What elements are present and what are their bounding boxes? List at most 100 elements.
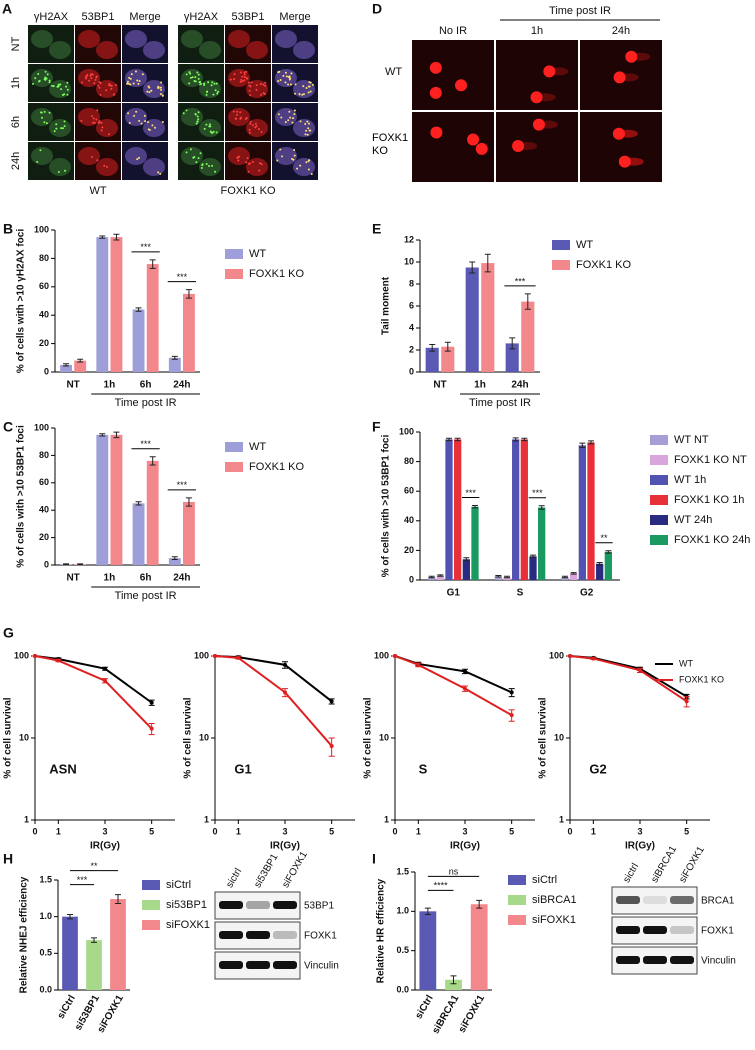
focus bbox=[288, 78, 291, 81]
x-tick-label: NT bbox=[66, 380, 79, 391]
blot-band bbox=[670, 926, 694, 934]
focus bbox=[154, 126, 157, 129]
focus bbox=[238, 155, 241, 158]
focus bbox=[112, 93, 115, 96]
y-tick-label: 20 bbox=[39, 338, 49, 348]
focus bbox=[291, 121, 294, 124]
blot-band bbox=[219, 901, 243, 909]
blot-band bbox=[246, 931, 270, 939]
y-tick-label: 0.0 bbox=[39, 984, 52, 994]
y-tick-label: 60 bbox=[404, 486, 414, 496]
focus bbox=[291, 157, 294, 160]
error-bar bbox=[590, 657, 597, 660]
focus bbox=[304, 123, 307, 126]
focus bbox=[205, 163, 208, 166]
focus bbox=[60, 88, 63, 91]
focus bbox=[280, 116, 283, 119]
significance-label: ** bbox=[600, 533, 608, 543]
focus bbox=[86, 73, 89, 76]
y-tick-label: 20 bbox=[404, 545, 414, 555]
focus bbox=[140, 122, 143, 125]
panel-label: C bbox=[3, 419, 13, 435]
y-tick-label: 20 bbox=[39, 532, 49, 542]
focus bbox=[293, 113, 296, 116]
focus bbox=[61, 93, 64, 96]
focus bbox=[279, 78, 282, 81]
comet-head bbox=[475, 142, 488, 155]
nucleus bbox=[31, 147, 53, 165]
focus bbox=[217, 90, 220, 93]
significance-label: *** bbox=[177, 480, 188, 490]
bar bbox=[445, 439, 453, 580]
y-tick-label: 10 bbox=[404, 256, 414, 266]
blot-band bbox=[273, 931, 297, 939]
bar bbox=[168, 357, 181, 372]
protein-label: FOXK1 bbox=[304, 931, 337, 942]
error-bar bbox=[135, 501, 142, 506]
error-bar bbox=[235, 656, 242, 660]
bar bbox=[168, 558, 181, 565]
blot-band bbox=[643, 926, 667, 934]
focus bbox=[93, 82, 96, 85]
error-bar bbox=[683, 696, 690, 708]
error-bar bbox=[63, 363, 70, 367]
focus bbox=[99, 82, 102, 85]
y-axis-title: % of cell survival bbox=[3, 697, 14, 778]
focus bbox=[249, 162, 252, 165]
focus bbox=[189, 76, 192, 79]
focus bbox=[247, 170, 250, 173]
nucleus bbox=[125, 30, 147, 48]
column-header: No IR bbox=[439, 25, 467, 37]
error-bar bbox=[444, 341, 451, 352]
y-tick-label: 1.5 bbox=[39, 874, 52, 884]
focus bbox=[250, 81, 253, 84]
x-tick-label: 1h bbox=[474, 380, 486, 391]
group-label: FOXK1 KO bbox=[220, 185, 275, 197]
focus bbox=[141, 73, 144, 76]
legend-swatch bbox=[552, 260, 570, 270]
focus bbox=[244, 118, 247, 121]
bar bbox=[587, 442, 595, 580]
error-bar bbox=[115, 894, 121, 904]
focus bbox=[182, 112, 185, 115]
bar bbox=[96, 237, 109, 372]
y-tick-label: 8 bbox=[409, 278, 414, 288]
error-bar bbox=[637, 667, 643, 673]
y-tick-label: 60 bbox=[39, 477, 49, 487]
focus bbox=[205, 91, 208, 94]
x-tick-label: 3 bbox=[637, 826, 642, 836]
legend-label: WT bbox=[679, 658, 693, 668]
bar bbox=[471, 506, 479, 580]
blot-band bbox=[246, 901, 270, 909]
nucleus bbox=[78, 108, 100, 126]
legend-swatch bbox=[650, 515, 668, 525]
survival-line bbox=[34, 655, 153, 730]
x-tick-label: G1 bbox=[447, 588, 461, 599]
error-bar bbox=[149, 259, 156, 269]
blot-band bbox=[219, 931, 243, 939]
focus bbox=[137, 82, 140, 85]
y-tick-label: 100 bbox=[34, 224, 49, 234]
focus bbox=[146, 90, 149, 93]
focus bbox=[105, 165, 108, 168]
significance-label: **** bbox=[434, 881, 449, 891]
focus bbox=[277, 113, 280, 116]
bar bbox=[425, 347, 439, 372]
focus bbox=[243, 75, 246, 78]
focus bbox=[100, 121, 103, 124]
bar bbox=[96, 434, 109, 565]
focus bbox=[292, 117, 295, 120]
comet-head bbox=[618, 155, 631, 168]
focus bbox=[257, 128, 260, 131]
focus bbox=[241, 80, 244, 83]
error-bar bbox=[77, 563, 84, 566]
legend-swatch bbox=[650, 455, 668, 465]
focus bbox=[109, 84, 112, 87]
legend-swatch bbox=[142, 880, 160, 890]
x-tick-label: 1 bbox=[591, 826, 596, 836]
bar bbox=[436, 575, 444, 580]
legend-swatch bbox=[508, 915, 526, 925]
focus bbox=[95, 118, 98, 121]
focus bbox=[213, 82, 216, 85]
bar bbox=[183, 501, 195, 565]
